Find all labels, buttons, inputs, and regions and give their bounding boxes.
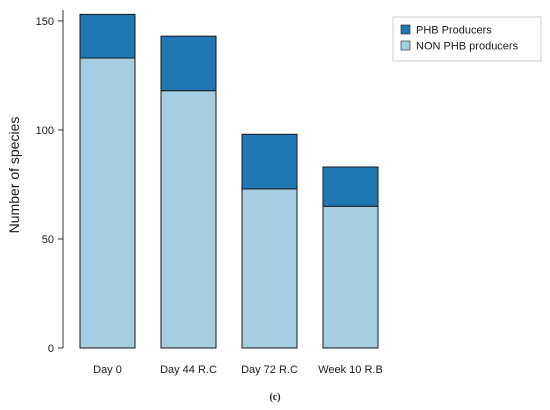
- x-tick-label: Day 0: [93, 364, 122, 376]
- bar-segment-non-phb-producers-0: [79, 57, 136, 349]
- y-tick-label: 50: [42, 234, 54, 246]
- legend-swatch: [400, 24, 411, 35]
- legend-swatch: [400, 40, 411, 51]
- bar-segment-non-phb-producers-2: [241, 188, 298, 349]
- bar-segment-phb-producers-1: [160, 35, 217, 92]
- legend-box: [392, 16, 542, 62]
- bar-segment-phb-producers-0: [79, 13, 136, 59]
- y-tick-label: 150: [36, 16, 54, 28]
- panel-label: (c): [269, 392, 280, 403]
- y-axis-ticks: 0 50 100 150: [36, 16, 63, 355]
- bar-segment-phb-producers-3: [322, 166, 379, 207]
- bars-group: [79, 13, 379, 349]
- bar-segment-phb-producers-2: [241, 133, 298, 190]
- bar-segment-non-phb-producers-3: [322, 205, 379, 349]
- y-tick-label: 0: [48, 343, 54, 355]
- y-tick-label: 100: [36, 125, 54, 137]
- y-axis-title: Number of species: [6, 117, 22, 234]
- legend-label: PHB Producers: [416, 25, 492, 37]
- x-tick-label: Day 72 R.C: [241, 364, 298, 376]
- x-tick-label: Week 10 R.B: [318, 364, 383, 376]
- legend: PHB Producers NON PHB producers: [392, 16, 542, 62]
- legend-label: NON PHB producers: [416, 41, 519, 53]
- x-tick-label: Day 44 R.C: [160, 364, 217, 376]
- bar-segment-non-phb-producers-1: [160, 90, 217, 349]
- x-axis-tick-labels: Day 0 Day 44 R.C Day 72 R.C Week 10 R.B: [93, 364, 383, 376]
